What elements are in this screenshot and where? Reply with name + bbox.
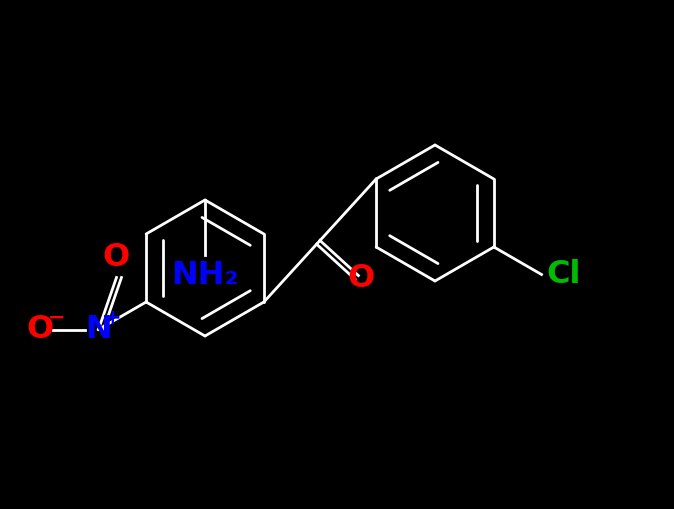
Text: O: O (27, 314, 54, 345)
Text: O: O (103, 242, 130, 273)
Text: −: − (48, 307, 65, 327)
Text: NH₂: NH₂ (171, 260, 239, 291)
Text: +: + (104, 308, 121, 328)
Text: Cl: Cl (547, 259, 581, 290)
Text: N: N (85, 314, 112, 345)
Text: O: O (348, 263, 375, 294)
